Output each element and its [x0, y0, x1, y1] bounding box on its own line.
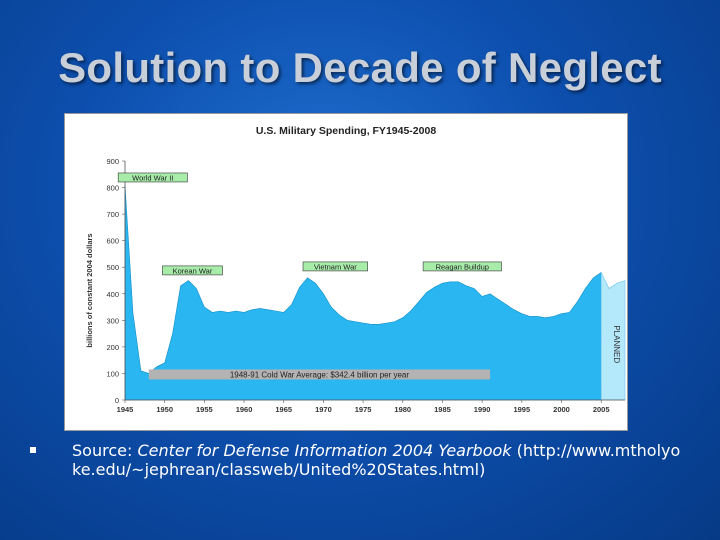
y-tick-label: 500 — [106, 263, 119, 272]
source-url: (http://www.mtholyoke.edu/~jephrean/clas… — [72, 441, 681, 479]
y-tick-label: 900 — [106, 157, 119, 166]
y-tick-label: 600 — [106, 237, 119, 246]
y-tick-label: 0 — [115, 396, 119, 405]
y-tick-label: 300 — [106, 316, 119, 325]
area-layer — [124, 184, 626, 401]
x-tick-label: 1950 — [156, 405, 173, 414]
annotation-box — [302, 261, 368, 272]
x-tick-label: 1955 — [196, 405, 213, 414]
x-tick-label: 2005 — [593, 405, 610, 414]
average-band — [148, 369, 491, 380]
y-axis-label: billions of constant 2004 dollars — [85, 233, 94, 347]
x-tick-label: 2000 — [553, 405, 570, 414]
x-tick-label: 1985 — [434, 405, 451, 414]
chart-title: U.S. Military Spending, FY1945-2008 — [256, 125, 436, 137]
spending-area — [124, 184, 602, 401]
annotation-label: Reagan Buildup — [436, 262, 489, 271]
x-tick-label: 1990 — [474, 405, 491, 414]
annotation-box — [162, 265, 223, 276]
source-label: Source: — [72, 441, 133, 460]
annotation-label: Korean War — [173, 266, 213, 275]
annotation-label: World War II — [132, 173, 173, 182]
average-label: 1948-91 Cold War Average: $342.4 billion… — [230, 370, 410, 379]
source-text: Source: Center for Defense Information 2… — [72, 441, 682, 479]
x-tick-label: 1995 — [513, 405, 530, 414]
annotation-label: Vietnam War — [314, 262, 357, 271]
source-title: Center for Defense Information 2004 Year… — [137, 441, 512, 460]
annotation-box — [422, 261, 502, 272]
y-tick-label: 200 — [106, 343, 119, 352]
y-tick-label: 400 — [106, 290, 119, 299]
x-tick-label: 1945 — [117, 405, 134, 414]
x-tick-label: 1965 — [275, 405, 292, 414]
bullet-icon — [30, 447, 36, 453]
planned-label: PLANNED — [612, 325, 621, 363]
slide-title: Solution to Decade of Neglect — [58, 44, 662, 91]
axis-layer: 0 100 200 300 400 500 600 700 800 900 1945 1950 1955… — [85, 157, 625, 414]
x-tick-label: 1980 — [394, 405, 411, 414]
military-spending-chart: U.S. Military Spending, FY1945-2008 0 100… — [85, 125, 626, 414]
y-tick-label: 800 — [106, 184, 119, 193]
label-layer: PLANNED 1948-91 Cold War Average: $342.4 … — [117, 172, 621, 380]
y-tick-label: 700 — [106, 210, 119, 219]
annotation-box — [117, 172, 188, 183]
chart-frame: U.S. Military Spending, FY1945-2008 0 100… — [64, 113, 628, 431]
y-tick-label: 100 — [106, 369, 119, 378]
x-tick-label: 1975 — [355, 405, 372, 414]
x-tick-label: 1970 — [315, 405, 332, 414]
x-tick-label: 1960 — [236, 405, 253, 414]
